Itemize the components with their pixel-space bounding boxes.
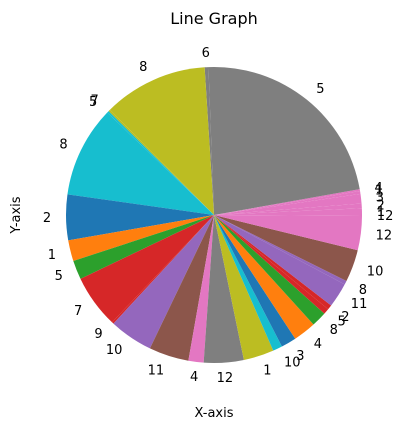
pie-slice-11 [66,194,215,241]
pie-slice-label-29: 10 [367,265,384,280]
pie-slice-16 [113,215,214,349]
pie-slice-label-20: 1 [263,364,271,379]
pie-slice-0 [214,208,363,215]
pie-slice-label-25: 5 [338,315,346,330]
pie-slice-14 [80,215,214,323]
pie-slice-label-30: 12 [376,229,393,244]
pie-slice-10 [67,112,214,215]
pie-slice-29 [214,215,358,282]
pie-slice-24 [214,215,325,325]
pie-slice-label-2: 3 [376,191,384,206]
pie-slice-7 [109,67,214,215]
pie-slices [66,66,363,364]
pie-slice-label-10: 8 [59,137,67,152]
pie-slice-15 [112,215,214,324]
pie-slice-label-15: 9 [94,327,102,342]
pie-slice-4 [214,189,361,215]
pie-slice-30 [214,215,362,251]
pie-slice-label-27: 11 [351,297,368,312]
pie-slice-2 [214,193,362,215]
pie-slice-22 [214,215,296,347]
pie-slice-19 [203,215,244,364]
pie-slice-31 [214,215,363,216]
pie-slice-3 [214,191,361,215]
pie-slice-5 [208,66,360,215]
pie-slice-label-24: 8 [330,323,338,338]
pie-slice-25 [214,215,329,314]
pie-slice-label-22: 3 [296,349,304,364]
pie-slice-label-28: 8 [359,283,367,298]
pie-slice-label-17: 11 [148,364,165,379]
pie-slice-28 [214,215,347,285]
pie-slice-17 [149,215,214,361]
pie-slice-label-26: 2 [341,310,349,325]
pie-slice-23 [214,215,314,339]
pie-slice-label-1: 2 [377,198,385,213]
pie-slice-label-8: 7 [91,94,99,109]
pie-slice-label-4: 4 [375,181,383,196]
pie-slice-label-21: 10 [284,356,301,371]
chart-title: Line Graph [170,9,258,28]
pie-slice-label-9: 5 [89,95,97,110]
pie-slice-8 [108,109,214,215]
pie-slice-6 [204,67,214,215]
pie-slice-label-16: 10 [106,343,123,358]
pie-slice-label-14: 7 [74,304,82,319]
pie-slice-label-18: 4 [190,370,198,385]
x-axis-label: X-axis [195,406,234,421]
pie-slice-label-13: 5 [55,269,63,284]
pie-slice-label-5: 5 [316,82,324,97]
pie-slice-21 [214,215,282,351]
pie-slice-20 [214,215,274,360]
pie-slice-13 [73,215,214,279]
pie-slice-label-11: 2 [43,211,51,226]
pie-slice-18 [188,215,214,363]
pie-slice-27 [214,215,345,306]
pie-slice-label-3: 1 [375,184,383,199]
pie-slice-label-31: 12 [377,209,394,224]
pie-slice-label-7: 8 [139,60,147,75]
pie-slice-1 [214,203,362,215]
pie-slice-label-6: 6 [202,46,210,61]
pie-slice-26 [214,215,332,310]
pie-slice-12 [68,215,214,261]
pie-slice-label-23: 4 [314,337,322,352]
pie-slice-9 [107,111,214,215]
pie-slice-label-19: 12 [217,371,234,386]
y-axis-label: Y-axis [9,196,24,234]
pie-slice-label-12: 1 [48,248,56,263]
pie-slice-label-0: 1 [377,205,385,220]
